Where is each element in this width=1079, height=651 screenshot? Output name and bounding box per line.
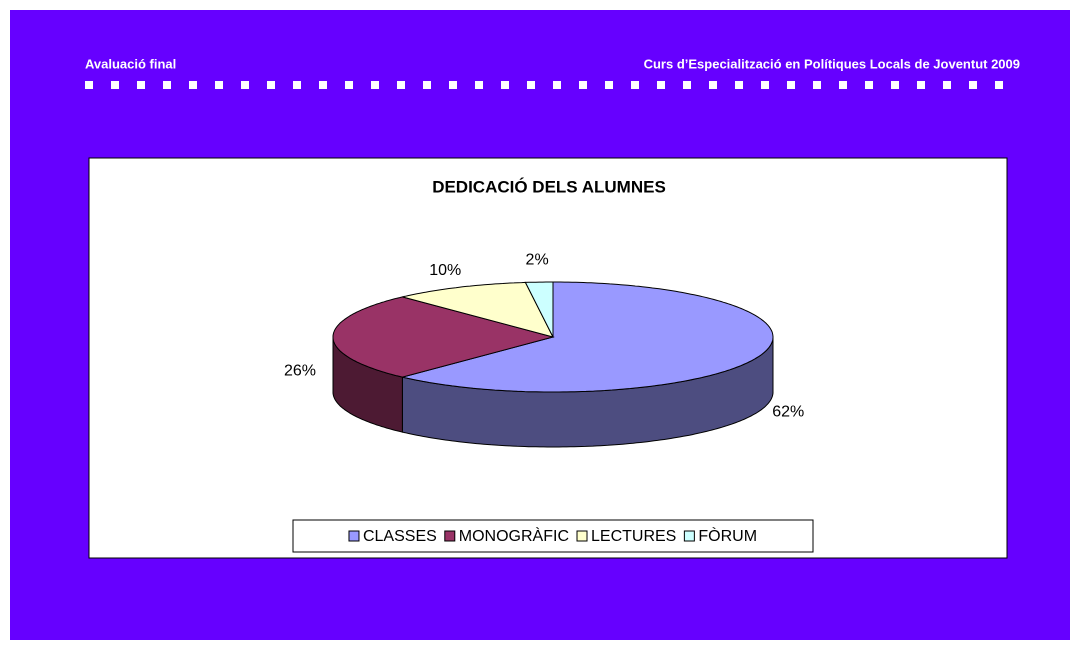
header-dot [241,81,249,89]
legend-label: FÒRUM [698,526,757,545]
header-dot [865,81,873,89]
legend-item: MONOGRÀFIC [444,526,569,545]
header-dot [475,81,483,89]
header-dot [137,81,145,89]
header-dot [787,81,795,89]
header-dot [423,81,431,89]
header-dot [839,81,847,89]
data-label: 26% [284,363,316,380]
header-dot [943,81,951,89]
header-dot [969,81,977,89]
header-dot [293,81,301,89]
legend-box [292,519,814,553]
header-dot [709,81,717,89]
header-dot [891,81,899,89]
legend-item: FÒRUM [683,526,757,545]
pie-slice [402,281,554,338]
chart-title: DEDICACIÓ DELS ALUMNES [432,177,666,196]
legend-swatch [348,530,360,542]
header-left: Avaluació final [85,56,176,71]
pie-slice [524,281,554,338]
header-dot [813,81,821,89]
pie-slice [402,281,774,393]
legend-item: CLASSES [348,528,437,545]
header-dot [189,81,197,89]
header-dot [397,81,405,89]
header-dot [163,81,171,89]
header-dot [111,81,119,89]
header-dot [735,81,743,89]
header-dot [683,81,691,89]
header-dot [501,81,509,89]
header-dots [85,81,1003,89]
data-label: 2% [526,251,549,268]
header-dot [371,81,379,89]
header-dot [215,81,223,89]
header-dot [85,81,93,89]
header-dot [657,81,665,89]
data-label: 62% [772,404,804,421]
legend-label: LECTURES [591,528,676,545]
header-dot [267,81,275,89]
legend-item: LECTURES [576,528,676,545]
header-dot [605,81,613,89]
header-right: Curs d’Especialització en Polítiques Loc… [644,56,1020,71]
header-dot [917,81,925,89]
legend-swatch [444,530,456,542]
header-dot [761,81,769,89]
header-dot [449,81,457,89]
pie-slice [332,296,555,378]
header-dot [527,81,535,89]
header-dot [345,81,353,89]
header-dot [319,81,327,89]
legend-label: MONOGRÀFIC [459,526,569,545]
header-dot [631,81,639,89]
legend-label: CLASSES [363,528,437,545]
legend-swatch [576,530,588,542]
legend-swatch [683,530,695,542]
header-dot [553,81,561,89]
header-dot [579,81,587,89]
data-label: 10% [429,262,461,279]
header-dot [995,81,1003,89]
